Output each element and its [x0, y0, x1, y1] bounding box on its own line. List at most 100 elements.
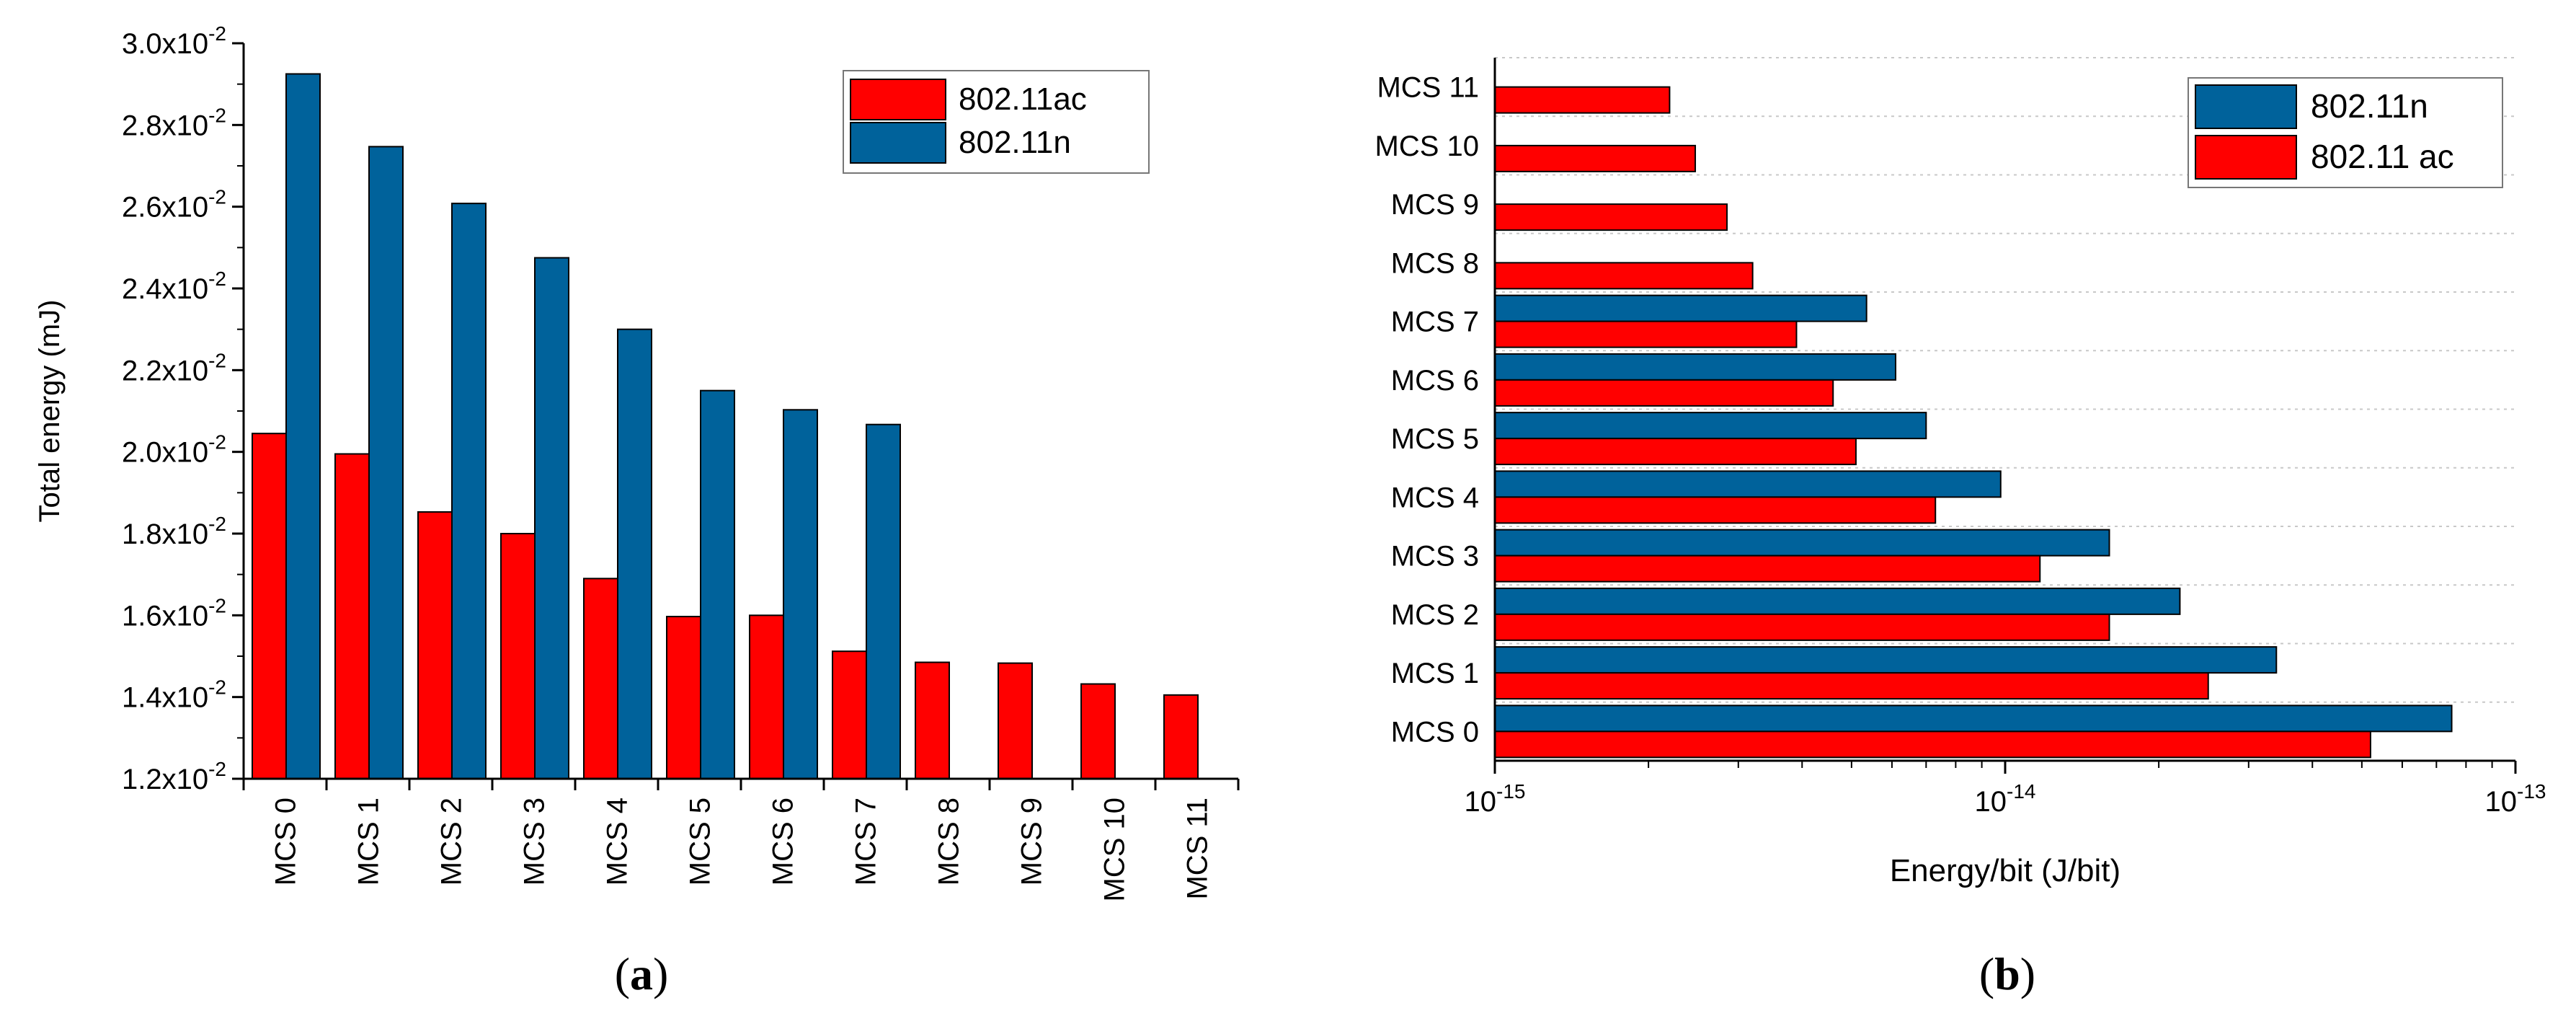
bar-802-11ac-mcs-6: [749, 614, 784, 779]
bar-802-11n-mcs-7: [866, 423, 901, 779]
caption-a-letter: a: [630, 948, 653, 999]
y-tick-label-mcs-6: MCS 6: [1391, 365, 1479, 397]
bar-802-11-ac-mcs-11: [1494, 86, 1671, 114]
bar-802-11ac-mcs-9: [998, 662, 1033, 780]
bar-802-11ac-mcs-1: [334, 453, 370, 779]
bar-802-11-ac-mcs-6: [1494, 379, 1834, 407]
bar-802-11-ac-mcs-7: [1494, 320, 1798, 348]
y-tick-label: 2.6x10-2: [122, 186, 226, 224]
x-tick-label-mcs-4: MCS 4: [602, 798, 634, 885]
bar-802-11ac-mcs-8: [915, 661, 950, 779]
x-tick-label-mcs-1: MCS 1: [353, 798, 385, 885]
legend-swatch-802-11n: [850, 122, 946, 164]
caption-a-close-paren: ): [653, 948, 668, 999]
y-tick-label: 1.2x10-2: [122, 758, 226, 795]
x-tick-label-mcs-9: MCS 9: [1016, 798, 1048, 885]
bar-802-11ac-mcs-7: [832, 650, 867, 780]
x-tick-label: 10-15: [1465, 780, 1526, 818]
bar-802-11n-mcs-7: [1494, 294, 1867, 322]
y-tick-label-mcs-1: MCS 1: [1391, 658, 1479, 689]
y-tick-label-mcs-10: MCS 10: [1375, 131, 1480, 162]
legend-label-802-11n: 802.11n: [2311, 87, 2428, 125]
y-tick-label-mcs-7: MCS 7: [1391, 306, 1479, 338]
panel-a-x-ticks: MCS 0 MCS 1 MCS 2 MCS 3 MCS 4 MCS 5 MCS 6 MCS 7…: [242, 779, 1240, 902]
bar-802-11ac-mcs-0: [252, 433, 287, 780]
bar-802-11n-mcs-1: [368, 146, 404, 780]
bar-802-11-ac-mcs-3: [1494, 555, 2041, 583]
legend-label-802-11n: 802.11n: [959, 125, 1071, 160]
y-tick-label: 1.8x10-2: [122, 513, 226, 550]
y-tick-label-mcs-5: MCS 5: [1391, 423, 1479, 455]
panel-a-chart: 1.2x10-2 1.4x10-2 1.6x10-2 1.8x10-2 2.0x10-2…: [34, 22, 1240, 902]
y-tick-label-mcs-9: MCS 9: [1391, 189, 1479, 221]
legend-swatch-802-11n: [2195, 84, 2297, 129]
bar-802-11-ac-mcs-4: [1494, 496, 1937, 524]
y-tick-label: 2.2x10-2: [122, 349, 226, 386]
caption-b-close-paren: ): [2020, 948, 2035, 999]
panel-a-caption: (a): [615, 948, 669, 999]
panel-a-bars: [252, 73, 1199, 780]
bar-802-11n-mcs-1: [1494, 646, 2278, 674]
caption-b-letter: b: [1994, 948, 2020, 999]
legend-label-802-11-ac: 802.11 ac: [2311, 138, 2454, 175]
caption-a-open-paren: (: [615, 948, 630, 999]
bar-802-11-ac-mcs-1: [1494, 672, 2209, 700]
bar-802-11-ac-mcs-5: [1494, 438, 1857, 466]
x-tick-label-mcs-0: MCS 0: [270, 798, 302, 885]
panel-b-caption: (b): [1979, 948, 2035, 999]
bar-802-11-ac-mcs-2: [1494, 613, 2110, 641]
panel-a-legend: 802.11ac 802.11n: [843, 70, 1150, 174]
y-tick-label: 3.0x10-2: [122, 22, 226, 60]
y-tick-label: 2.0x10-2: [122, 431, 226, 469]
bar-802-11-ac-mcs-8: [1494, 262, 1754, 290]
bar-802-11ac-mcs-10: [1080, 683, 1116, 779]
x-tick-label-mcs-11: MCS 11: [1182, 798, 1214, 900]
panel-b-x-ticks: 10-15 10-14 10-13: [1465, 761, 2546, 818]
bar-802-11n-mcs-3: [534, 257, 569, 779]
y-tick-label-mcs-2: MCS 2: [1391, 599, 1479, 631]
bar-802-11-ac-mcs-10: [1494, 144, 1697, 172]
bar-802-11n-mcs-4: [617, 328, 652, 779]
y-tick-label-mcs-11: MCS 11: [1377, 72, 1479, 104]
legend-label-802-11ac: 802.11ac: [959, 81, 1087, 117]
y-tick-label: 1.6x10-2: [122, 594, 226, 632]
y-tick-label-mcs-0: MCS 0: [1391, 716, 1479, 748]
panel-a-y-axis-label: Total energy (mJ): [34, 300, 66, 523]
bar-802-11n-mcs-2: [451, 203, 487, 779]
panel-b-legend: 802.11n 802.11 ac: [2188, 77, 2503, 188]
bar-802-11ac-mcs-11: [1163, 694, 1199, 779]
bar-802-11n-mcs-5: [1494, 412, 1927, 440]
x-tick-label-mcs-5: MCS 5: [685, 798, 716, 885]
bar-802-11ac-mcs-3: [500, 533, 536, 779]
legend-swatch-802-11ac: [850, 79, 946, 120]
x-tick-label-mcs-10: MCS 10: [1099, 798, 1131, 902]
bar-802-11n-mcs-2: [1494, 587, 2181, 615]
y-tick-label-mcs-4: MCS 4: [1391, 482, 1479, 513]
legend-swatch-802-11-ac: [2195, 135, 2297, 180]
y-tick-label-mcs-3: MCS 3: [1391, 541, 1479, 573]
y-tick-label: 2.4x10-2: [122, 268, 226, 305]
panel-b-chart: MCS 0 MCS 1 MCS 2 MCS 3 MCS 4 MCS 5 MCS 6 MCS 7…: [1375, 57, 2546, 888]
bar-802-11n-mcs-4: [1494, 470, 2002, 498]
bar-802-11ac-mcs-5: [666, 616, 701, 779]
x-tick-label-mcs-6: MCS 6: [768, 798, 799, 885]
bar-802-11n-mcs-0: [1494, 704, 2453, 733]
caption-b-open-paren: (: [1979, 948, 1994, 999]
y-tick-label-mcs-8: MCS 8: [1391, 247, 1479, 279]
y-tick-label: 1.4x10-2: [122, 676, 226, 714]
x-tick-label-mcs-8: MCS 8: [933, 798, 965, 885]
bar-802-11ac-mcs-2: [417, 511, 453, 779]
x-tick-label-mcs-7: MCS 7: [850, 798, 882, 885]
bar-802-11n-mcs-0: [285, 73, 321, 779]
y-tick-label: 2.8x10-2: [122, 104, 226, 141]
x-tick-label-mcs-2: MCS 2: [436, 798, 468, 885]
panel-b-y-ticks: MCS 0 MCS 1 MCS 2 MCS 3 MCS 4 MCS 5 MCS 6 MCS 7…: [1375, 72, 1480, 748]
x-tick-label-mcs-3: MCS 3: [519, 798, 551, 885]
bar-802-11n-mcs-6: [1494, 353, 1897, 381]
bar-802-11n-mcs-3: [1494, 529, 2110, 557]
bar-802-11n-mcs-6: [783, 409, 818, 779]
bar-802-11n-mcs-5: [700, 389, 735, 779]
panel-a-y-ticks: 1.2x10-2 1.4x10-2 1.6x10-2 1.8x10-2 2.0x10-2…: [122, 22, 244, 795]
